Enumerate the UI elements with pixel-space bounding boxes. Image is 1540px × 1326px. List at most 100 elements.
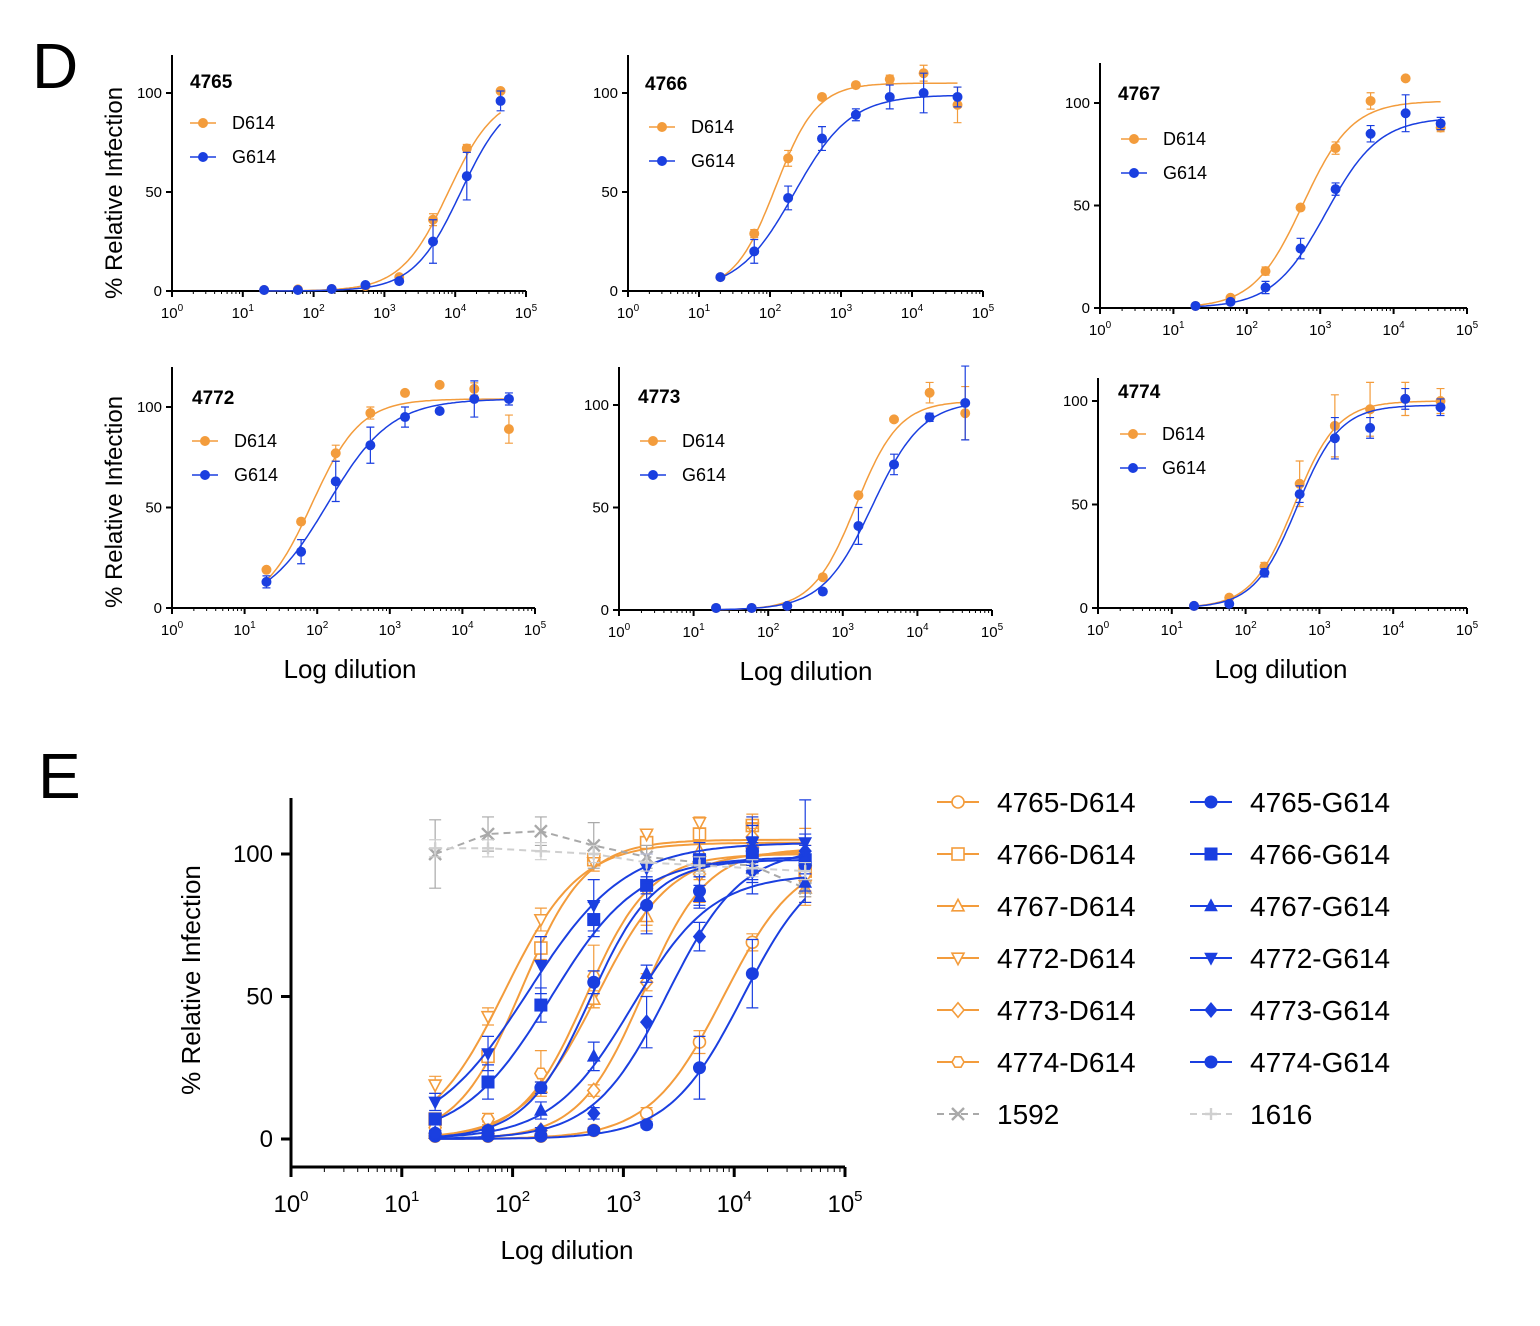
data-point xyxy=(745,967,759,981)
legend-marker xyxy=(648,436,658,446)
series-G614 xyxy=(711,365,971,613)
data-point xyxy=(924,412,935,423)
x-axis-label: Log dilution xyxy=(1215,654,1348,684)
series-1616 xyxy=(429,839,812,881)
data-point xyxy=(461,143,472,154)
data-point xyxy=(1435,402,1446,413)
data-point xyxy=(745,844,759,858)
series-curve xyxy=(1193,404,1441,608)
data-point xyxy=(746,602,757,613)
data-point xyxy=(693,859,706,872)
panel-title: 4774 xyxy=(1118,382,1161,403)
x-tick-label: 103 xyxy=(379,620,402,639)
data-point xyxy=(533,913,549,928)
y-tick-label: 50 xyxy=(1073,198,1090,215)
x-tick-label: 100 xyxy=(161,620,184,639)
x-axis-label: Log dilution xyxy=(501,1235,634,1265)
data-point xyxy=(817,586,828,597)
y-tick-label: 100 xyxy=(593,85,618,102)
series-4765-D614 xyxy=(428,844,813,1143)
y-tick-label: 100 xyxy=(137,399,162,416)
series-D614 xyxy=(261,379,514,581)
data-point xyxy=(884,91,895,102)
data-point xyxy=(1365,95,1376,106)
legend-marker xyxy=(200,470,210,480)
data-point xyxy=(259,285,270,296)
panel-letter-e: E xyxy=(38,740,81,812)
data-point xyxy=(534,998,548,1012)
legend-marker xyxy=(1204,1055,1218,1069)
legend-label: D614 xyxy=(691,117,734,137)
x-tick-label: 101 xyxy=(384,1188,419,1218)
data-point xyxy=(261,576,272,587)
x-tick-label: 102 xyxy=(759,303,782,322)
data-point xyxy=(1329,433,1340,444)
data-point xyxy=(400,387,411,398)
data-point xyxy=(365,440,376,451)
data-point xyxy=(495,95,506,106)
legend-marker xyxy=(950,897,966,912)
x-tick-label: 105 xyxy=(524,620,547,639)
data-point xyxy=(481,1123,495,1137)
data-point xyxy=(1259,567,1270,578)
y-axis-label: % Relative Infection xyxy=(101,396,128,608)
data-point xyxy=(640,856,653,869)
data-point xyxy=(853,490,864,501)
data-point xyxy=(799,865,812,878)
x-tick-label: 104 xyxy=(1382,620,1405,639)
data-point xyxy=(952,91,963,102)
legend-marker xyxy=(1204,795,1218,809)
x-tick-label: 105 xyxy=(515,303,538,322)
data-point xyxy=(639,828,654,843)
panel-title: 4767 xyxy=(1118,84,1160,105)
data-point xyxy=(481,1113,495,1126)
series-curve xyxy=(720,94,958,279)
data-point xyxy=(924,387,935,398)
legend-label: 4766-G614 xyxy=(1250,839,1390,870)
panel-title: 4766 xyxy=(645,74,687,95)
data-point xyxy=(481,827,495,841)
legend-marker xyxy=(198,118,208,128)
data-point xyxy=(461,171,472,182)
data-point xyxy=(427,1079,443,1094)
y-tick-label: 0 xyxy=(1080,600,1088,617)
legend-marker xyxy=(1205,1108,1217,1120)
x-tick-label: 104 xyxy=(901,303,924,322)
data-point xyxy=(330,476,341,487)
data-point xyxy=(1260,282,1271,293)
series-curve xyxy=(434,838,806,1121)
y-tick-label: 0 xyxy=(601,602,609,619)
data-point xyxy=(816,133,827,144)
data-point xyxy=(428,1126,442,1140)
legend-marker xyxy=(1129,134,1139,144)
legend-marker xyxy=(1204,847,1218,861)
data-point xyxy=(711,602,722,613)
data-point xyxy=(394,276,405,287)
data-point xyxy=(481,1048,495,1062)
series-curve xyxy=(435,859,806,1138)
charts: 100 101 102 103 104 105 0 50 100 % Relative Infec… xyxy=(101,55,1479,1265)
data-point xyxy=(534,1122,548,1139)
legend-label: G614 xyxy=(232,147,276,167)
x-tick-label: 105 xyxy=(972,303,995,322)
legend-marker xyxy=(1204,898,1218,912)
data-point xyxy=(850,80,861,91)
chart-4767: 100 101 102 103 104 105 0 50 100 4767 D614 G614 xyxy=(1065,63,1479,339)
x-tick-label: 105 xyxy=(1456,320,1479,339)
y-axis-label: % Relative Infection xyxy=(176,865,206,1095)
x-tick-label: 101 xyxy=(232,303,255,322)
data-point xyxy=(533,1067,548,1080)
data-point xyxy=(261,564,272,575)
legend-label: D614 xyxy=(1163,129,1206,149)
data-point xyxy=(1190,300,1201,311)
series-curve xyxy=(435,881,806,1140)
legend-label: 4767-D614 xyxy=(997,891,1136,922)
chart-4766: 100 101 102 103 104 105 0 50 100 4766 D614 G614 xyxy=(593,55,995,322)
data-point xyxy=(503,393,514,404)
series-curve xyxy=(434,842,806,1103)
x-tick-label: 102 xyxy=(495,1188,530,1218)
data-point xyxy=(534,824,548,839)
legend-marker xyxy=(657,122,667,132)
series-G614 xyxy=(259,90,506,296)
data-point xyxy=(1365,128,1376,139)
